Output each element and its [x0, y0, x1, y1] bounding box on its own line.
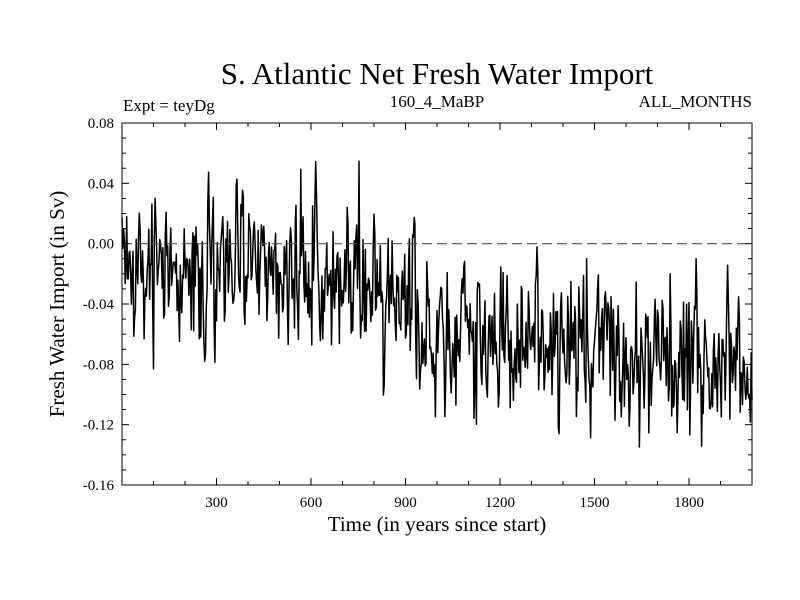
x-tick-label: 600 [300, 495, 323, 511]
x-axis: 300 600 900 1200 1500 1800 [153, 123, 721, 511]
x-tick-label: 1200 [485, 495, 515, 511]
y-tick-label: -0.12 [83, 418, 114, 434]
y-tick-label: 0.00 [88, 237, 114, 253]
run-label: 160_4_MaBP [390, 92, 484, 111]
experiment-label: Expt = teyDg [123, 96, 215, 115]
y-tick-label: 0.04 [88, 176, 115, 192]
series-line [121, 160, 753, 448]
x-tick-label: 1800 [674, 495, 704, 511]
x-tick-label: 1500 [580, 495, 610, 511]
months-label: ALL_MONTHS [639, 92, 752, 111]
x-tick-label: 900 [394, 495, 417, 511]
series-layer [121, 160, 753, 448]
y-tick-label: 0.08 [88, 116, 114, 132]
chart-title: S. Atlantic Net Fresh Water Import [221, 56, 654, 91]
x-tick-label: 300 [205, 495, 228, 511]
y-tick-label: -0.08 [83, 357, 114, 373]
y-tick-label: -0.04 [83, 297, 115, 313]
x-axis-label: Time (in years since start) [328, 512, 547, 536]
y-axis: 0.08 0.04 0.00 -0.04 -0.08 -0.12 -0.16 [83, 116, 752, 494]
y-axis-label: Fresh Water Import (in Sv) [45, 191, 69, 418]
y-tick-label: -0.16 [83, 478, 115, 494]
